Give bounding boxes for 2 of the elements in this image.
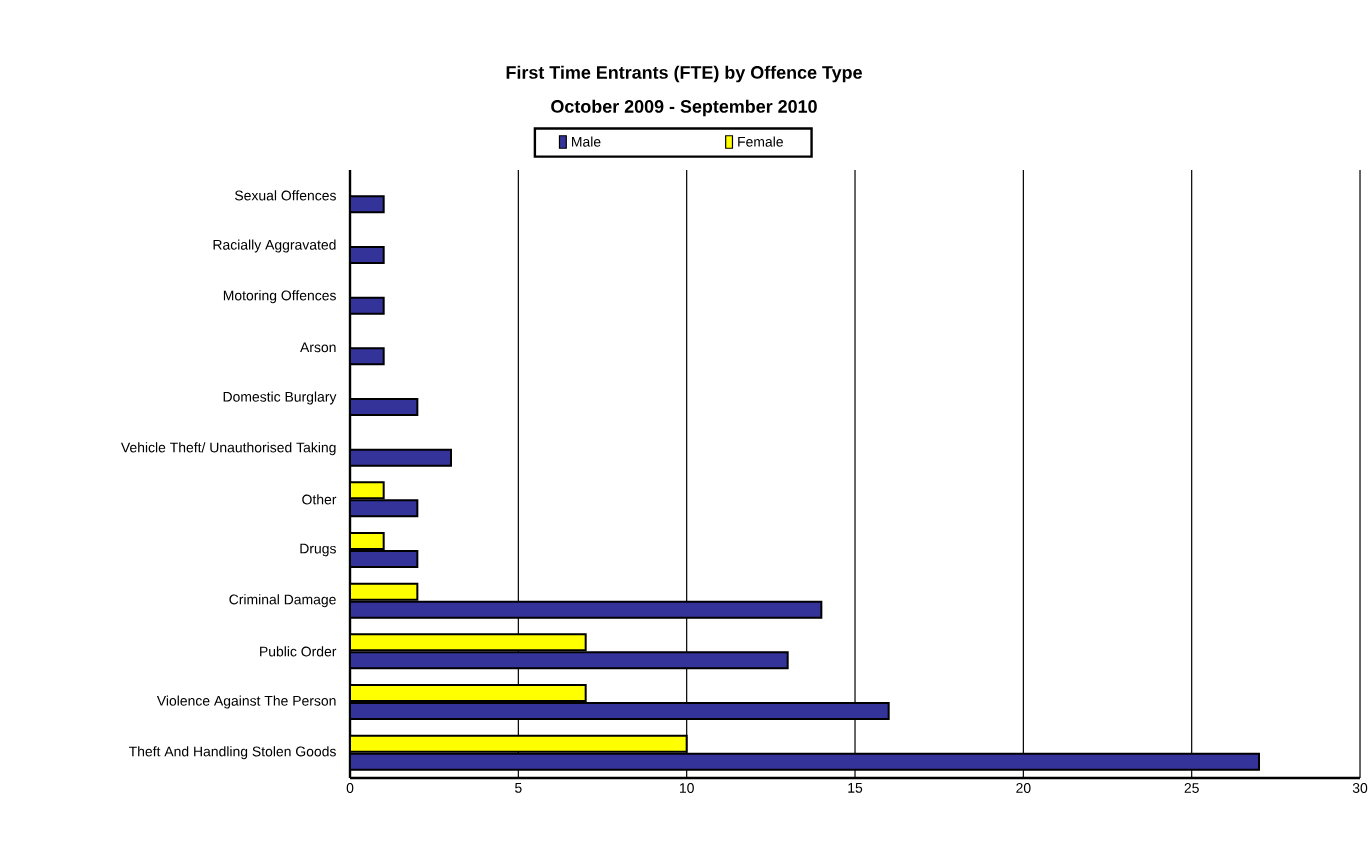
chart-title: First Time Entrants (FTE) by Offence Type <box>506 65 862 83</box>
chart-subtitle: October 2009 - September 2010 <box>551 99 817 117</box>
